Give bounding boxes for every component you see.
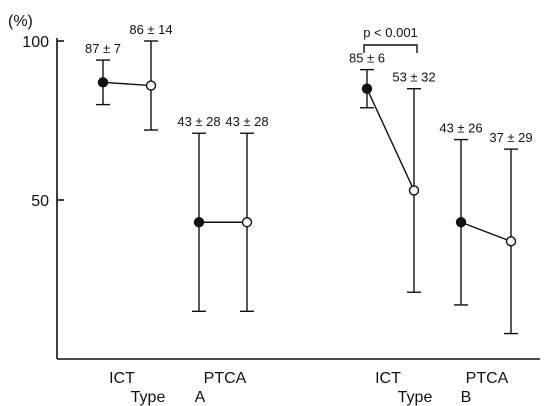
chart-labels: 100 50 (%) 87 ± 7 86 ± 14 ICT 43 ± 28 43 ± 28 PT… <box>8 13 533 406</box>
group-type-label: Type <box>131 389 166 406</box>
connector-line <box>460 221 512 242</box>
data-label: 43 ± 28 <box>225 114 268 129</box>
category-label: PTCA <box>204 370 247 387</box>
filled-point <box>97 77 109 88</box>
group-type-label: Type <box>398 389 433 406</box>
filled-point <box>455 217 467 228</box>
open-point <box>408 185 420 196</box>
chart-marks <box>96 40 518 335</box>
data-label: 87 ± 7 <box>85 41 121 56</box>
axes <box>56 38 540 360</box>
filled-point <box>193 217 205 228</box>
data-label: 43 ± 26 <box>439 121 482 136</box>
group-type-letter: A <box>195 389 206 406</box>
data-label: 53 ± 32 <box>392 70 435 85</box>
open-point <box>241 217 253 228</box>
data-label: 86 ± 14 <box>129 22 172 37</box>
significance-bracket <box>363 44 418 53</box>
category-label: PTCA <box>466 370 509 387</box>
connector-line <box>102 81 152 87</box>
group-type-letter: B <box>461 389 472 406</box>
data-label: 43 ± 28 <box>177 114 220 129</box>
connector-line <box>366 88 415 191</box>
category-label: ICT <box>375 370 401 387</box>
y-axis-label: (%) <box>8 13 33 30</box>
data-label: 37 ± 29 <box>489 130 532 145</box>
open-point <box>145 80 157 91</box>
open-point <box>505 236 517 247</box>
significance-label: p < 0.001 <box>363 25 418 40</box>
y-tick-label: 100 <box>22 34 49 51</box>
y-tick-label: 50 <box>31 193 49 210</box>
category-label: ICT <box>109 370 135 387</box>
data-label: 85 ± 6 <box>349 51 385 66</box>
filled-point <box>361 83 373 94</box>
